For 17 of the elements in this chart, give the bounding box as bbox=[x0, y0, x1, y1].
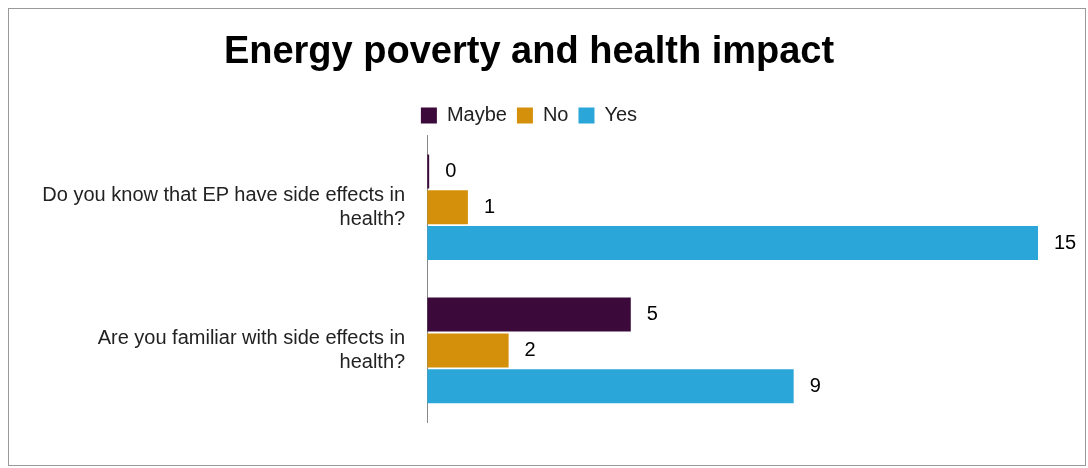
bar bbox=[427, 297, 631, 332]
y-tick-label: Do you know that EP have side effects in health? bbox=[42, 182, 406, 229]
data-label: 2 bbox=[524, 337, 536, 360]
legend-label: Yes bbox=[604, 103, 638, 126]
data-label: 0 bbox=[445, 158, 457, 181]
legend-label: Maybe bbox=[446, 103, 507, 126]
bar bbox=[427, 369, 794, 404]
chart-title: Energy poverty and health impact bbox=[223, 29, 835, 72]
data-label: 1 bbox=[483, 194, 496, 217]
bar bbox=[427, 333, 509, 368]
bar bbox=[427, 190, 468, 225]
data-label: 15 bbox=[1054, 230, 1077, 253]
legend-label: No bbox=[542, 103, 569, 126]
y-tick-label: Are you familiar with side effects in health? bbox=[97, 325, 406, 372]
data-label: 9 bbox=[809, 373, 821, 396]
data-label: 5 bbox=[646, 302, 658, 325]
bar bbox=[427, 226, 1038, 261]
